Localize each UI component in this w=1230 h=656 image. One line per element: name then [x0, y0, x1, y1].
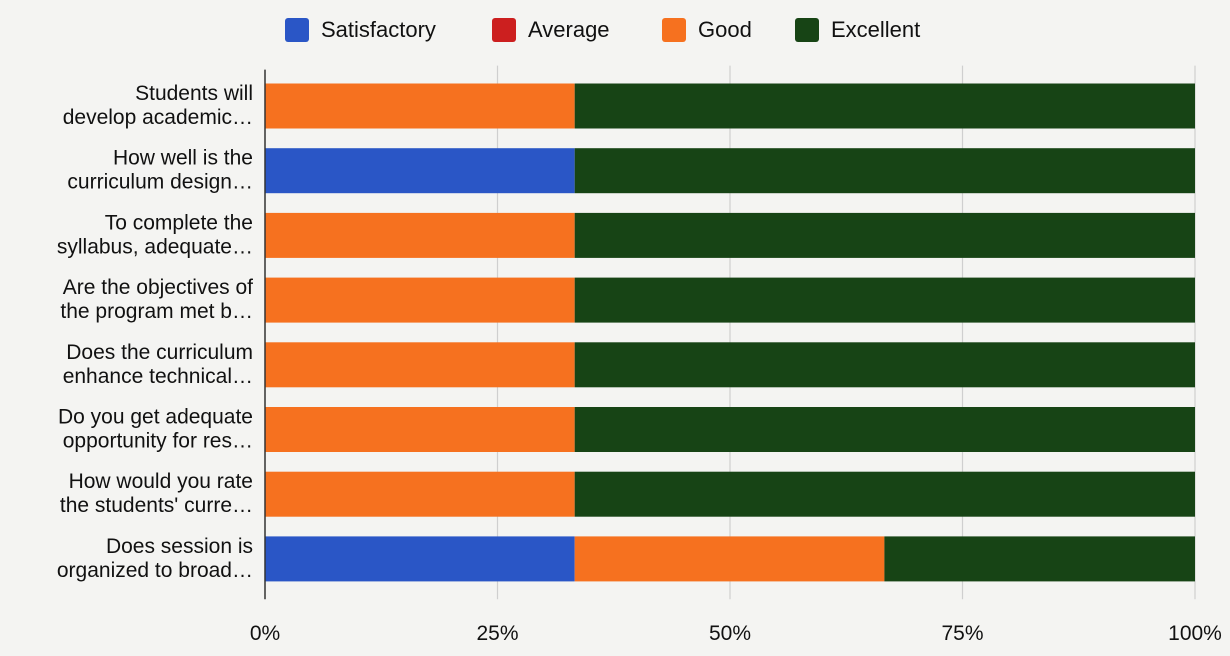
bar-segment-excellent: [884, 536, 1195, 582]
bar-segment-good: [265, 277, 575, 323]
bars: [265, 83, 1195, 582]
category-labels: Students will develop academic… How well i…: [57, 82, 253, 582]
bar-segment-satisfactory: [265, 536, 575, 582]
bar-segment-good: [265, 212, 575, 258]
x-tick-label: 0%: [250, 622, 280, 645]
category-label: Are the objectives of the program met b…: [60, 276, 253, 323]
category-label: Does the curriculum enhance technical…: [63, 341, 253, 388]
category-label: How would you rate the students' curre…: [60, 470, 253, 517]
category-label: Students will develop academic…: [63, 82, 253, 129]
x-tick-label: 25%: [476, 622, 518, 645]
bar-segment-excellent: [574, 407, 1195, 452]
category-label: How well is the curriculum design…: [67, 147, 253, 194]
bar-segment-good: [574, 536, 885, 582]
category-label: To complete the syllabus, adequate…: [57, 211, 253, 258]
bar-segment-good: [265, 471, 575, 517]
bar-segment-satisfactory: [265, 148, 575, 194]
legend-swatch-excellent: [795, 18, 819, 42]
bar-segment-excellent: [574, 471, 1195, 517]
bar-segment-good: [265, 407, 575, 452]
x-tick-label: 75%: [941, 622, 983, 645]
legend-label-good: Good: [698, 17, 752, 42]
x-tick-label: 100%: [1168, 622, 1222, 645]
bar-segment-excellent: [574, 342, 1195, 388]
category-label: Do you get adequate opportunity for res…: [58, 406, 253, 453]
legend-label-excellent: Excellent: [831, 17, 920, 42]
category-label: Does session is organized to broad…: [57, 535, 253, 582]
x-tick-label: 50%: [709, 622, 751, 645]
legend-swatch-average: [492, 18, 516, 42]
tick-labels: 0% 25% 50% 75% 100%: [250, 622, 1222, 645]
bar-segment-excellent: [574, 212, 1195, 258]
legend-label-satisfactory: Satisfactory: [321, 17, 436, 42]
legend: Satisfactory Average Good Excellent: [285, 17, 920, 42]
gridlines: [496, 65, 1196, 600]
bar-segment-excellent: [574, 148, 1195, 194]
bar-segment-good: [265, 342, 575, 388]
legend-label-average: Average: [528, 17, 610, 42]
bar-segment-excellent: [574, 277, 1195, 323]
bar-segment-excellent: [574, 83, 1195, 129]
bar-segment-good: [265, 83, 575, 129]
legend-swatch-good: [662, 18, 686, 42]
legend-swatch-satisfactory: [285, 18, 309, 42]
